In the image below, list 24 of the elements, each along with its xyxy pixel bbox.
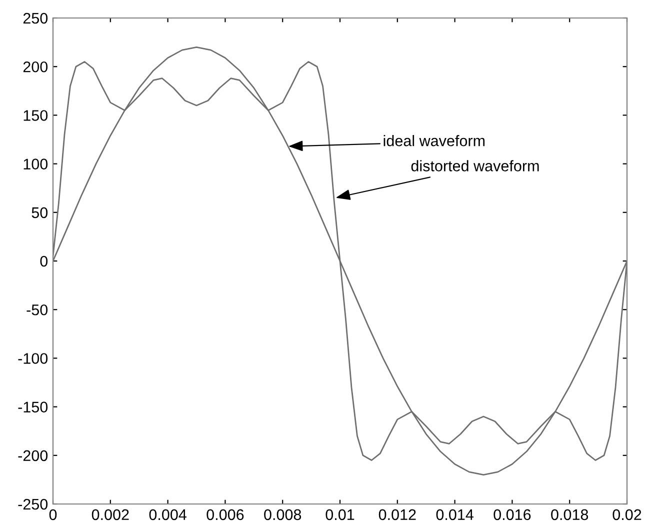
x-tick-label: 0 bbox=[49, 509, 57, 520]
x-tick-label: 0.006 bbox=[206, 509, 244, 520]
x-tick-label: 0.01 bbox=[326, 509, 354, 520]
x-tick-label: 0.018 bbox=[551, 509, 588, 520]
y-tick-label: -100 bbox=[18, 353, 48, 364]
x-tick-label: 0.02 bbox=[612, 509, 642, 520]
x-tick-label: 0.016 bbox=[494, 509, 531, 520]
x-tick-label: 0.008 bbox=[264, 509, 302, 520]
y-tick-label: 150 bbox=[24, 110, 48, 121]
annotation: ideal waveform bbox=[384, 135, 485, 146]
y-tick-label: 0 bbox=[40, 256, 48, 267]
y-tick-label: -150 bbox=[18, 402, 48, 412]
x-tick-label: 0.002 bbox=[92, 509, 129, 520]
x-tick-label: 0.014 bbox=[436, 509, 474, 520]
y-tick-label: -200 bbox=[18, 450, 48, 462]
annotation: distorted waveform bbox=[411, 160, 539, 172]
y-tick-label: -250 bbox=[18, 498, 48, 510]
y-tick-label: -50 bbox=[26, 304, 48, 316]
y-tick-label: 50 bbox=[32, 207, 48, 218]
x-tick-label: 0.004 bbox=[149, 509, 186, 520]
y-tick-label: 100 bbox=[24, 158, 48, 170]
y-tick-label: 200 bbox=[23, 61, 48, 72]
x-tick-label: 0.012 bbox=[378, 509, 416, 520]
y-tick-label: 250 bbox=[23, 12, 48, 24]
